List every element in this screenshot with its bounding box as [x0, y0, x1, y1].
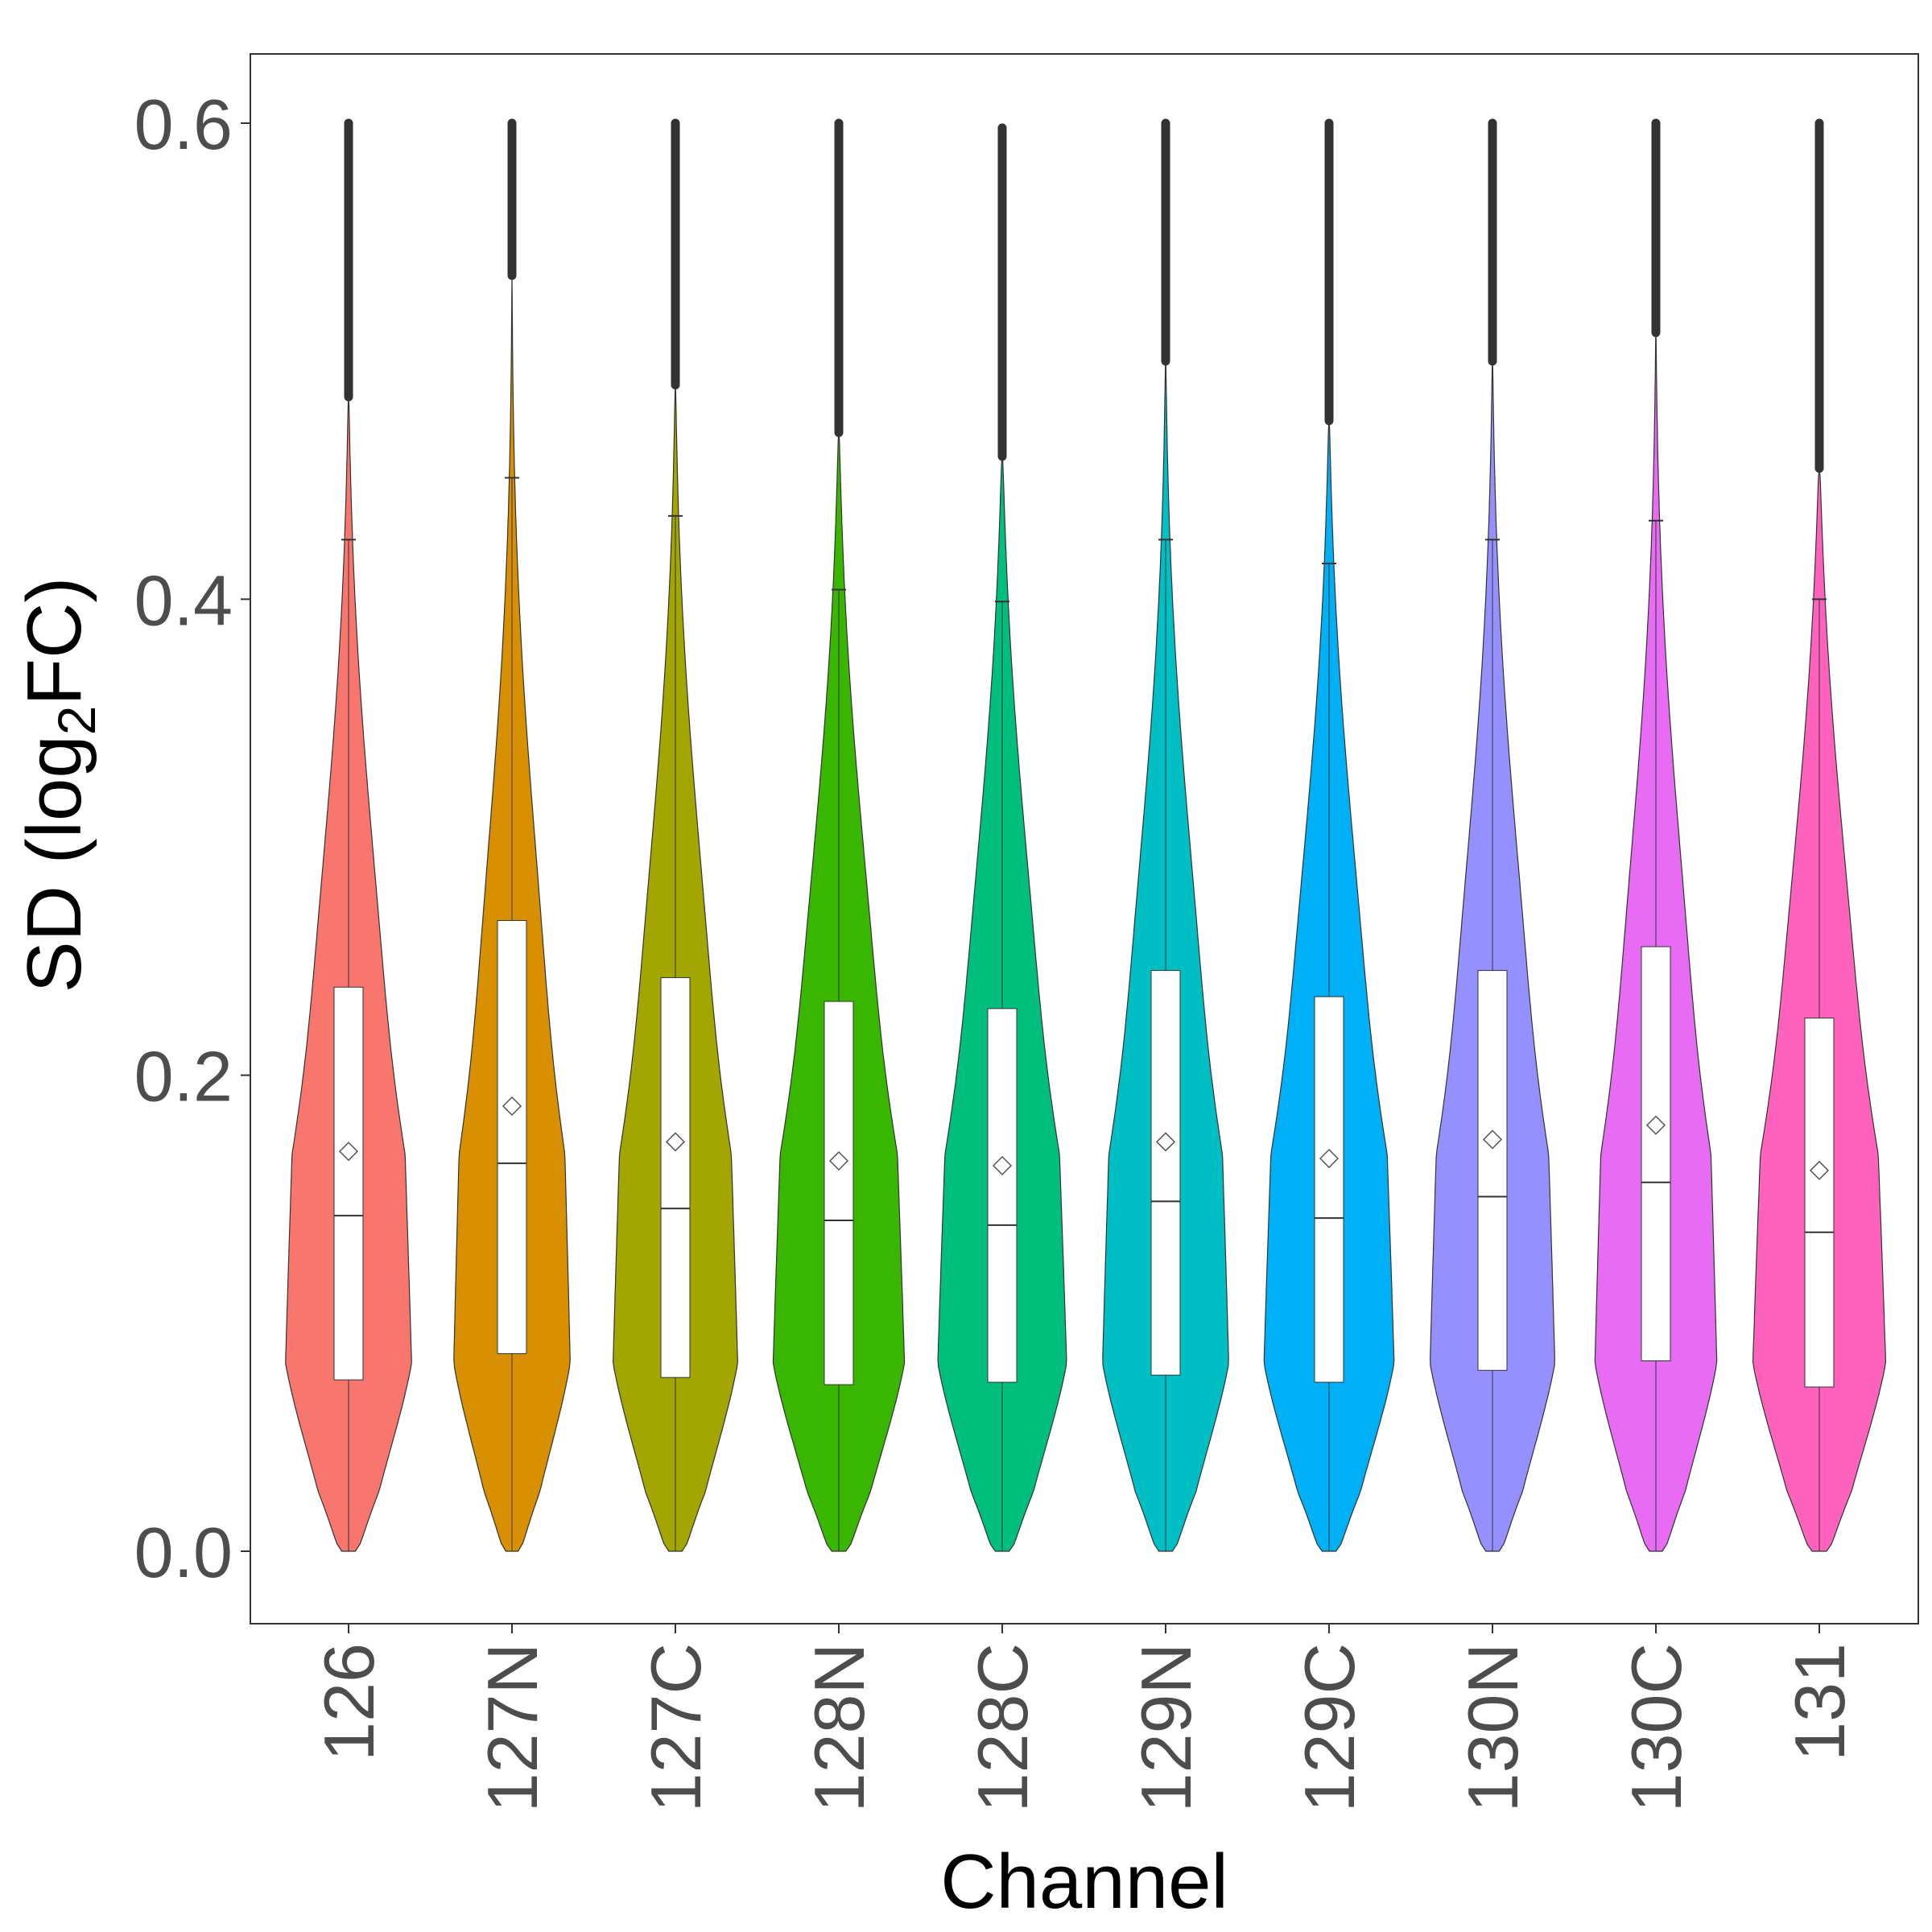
x-axis-title: Channel: [940, 1839, 1228, 1925]
y-tick-label: 0.4: [134, 560, 233, 640]
violin-group: [1102, 118, 1229, 1552]
box-iqr: [1477, 970, 1508, 1371]
y-axis: 0.0 0.2 0.4 0.6: [134, 85, 250, 1592]
x-tick-label: 129N: [1126, 1643, 1206, 1812]
violin-group: [772, 118, 906, 1552]
mean-marker: [1645, 1115, 1666, 1135]
y-axis-title-subscript: 2: [47, 706, 106, 736]
box-iqr: [497, 919, 527, 1355]
violin-group: [1752, 118, 1887, 1552]
mean-marker: [665, 1132, 686, 1152]
x-tick-label: 128N: [799, 1643, 879, 1812]
violin-group: [612, 118, 739, 1552]
mean-marker: [992, 1155, 1013, 1176]
mean-marker: [828, 1151, 849, 1171]
x-tick-label: 130N: [1453, 1643, 1533, 1812]
plot-panel-border: [250, 53, 1919, 1624]
violin-group: [285, 118, 412, 1552]
x-tick-label: 127C: [636, 1643, 716, 1812]
x-tick-label: 129C: [1290, 1643, 1369, 1812]
y-tick-label: 0.0: [134, 1513, 233, 1592]
y-tick-label: 0.2: [134, 1037, 233, 1117]
mean-marker: [1319, 1149, 1340, 1169]
mean-marker: [1482, 1129, 1503, 1150]
violin-group: [453, 118, 571, 1552]
box-iqr: [1150, 970, 1181, 1376]
box-iqr: [333, 986, 364, 1381]
y-tick-label: 0.6: [134, 85, 233, 164]
mean-marker: [502, 1096, 522, 1117]
mean-marker: [338, 1141, 359, 1162]
violin-group: [937, 123, 1067, 1552]
violin-group: [1594, 118, 1718, 1552]
mean-marker: [1155, 1132, 1176, 1152]
y-axis-title-suffix: FC): [11, 577, 97, 706]
y-axis-title-prefix: SD (log: [11, 735, 97, 993]
box-iqr: [1641, 946, 1671, 1361]
box-iqr: [987, 1008, 1018, 1383]
violins-layer: [285, 118, 1887, 1552]
violin-group: [1263, 118, 1395, 1552]
x-axis: 126 127N 127C 128N 128C 129N 129C 130N 130C 131: [309, 1624, 1860, 1812]
box-iqr: [1314, 996, 1344, 1383]
box-iqr: [1804, 1018, 1835, 1388]
x-tick-label: 128C: [963, 1643, 1042, 1812]
y-axis-title: SD (log2FC): [11, 577, 106, 993]
mean-marker: [1809, 1160, 1830, 1180]
box-iqr: [660, 976, 691, 1378]
x-tick-label: 130C: [1616, 1643, 1696, 1812]
box-iqr: [824, 1001, 854, 1385]
x-tick-label: 126: [309, 1643, 389, 1761]
x-tick-label: 127N: [473, 1643, 552, 1812]
x-tick-label: 131: [1780, 1643, 1860, 1761]
violin-group: [1430, 118, 1555, 1552]
